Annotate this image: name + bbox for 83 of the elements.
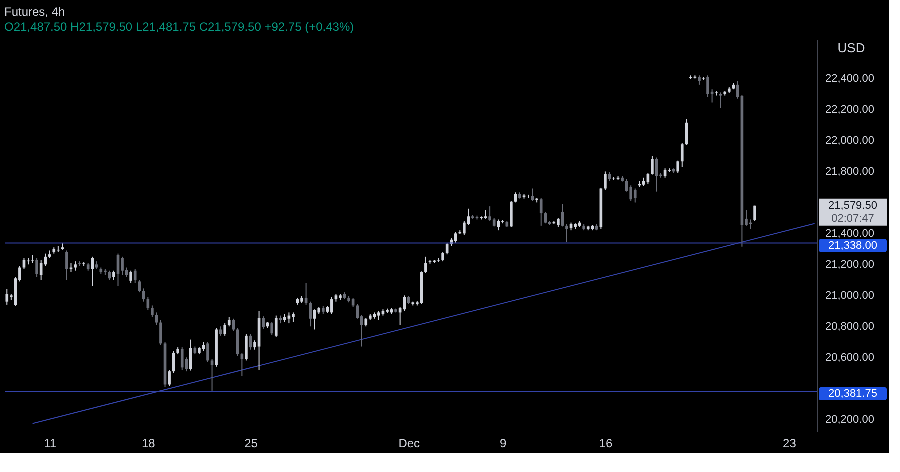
candlestick <box>651 156 654 176</box>
x-tick-label: 18 <box>142 436 156 450</box>
candlestick <box>442 252 444 262</box>
x-tick-label: Dec <box>398 436 420 450</box>
candlestick <box>155 312 158 326</box>
candlestick <box>514 192 518 204</box>
candlestick <box>531 188 534 202</box>
candlestick <box>112 270 116 281</box>
candlestick <box>424 256 428 274</box>
candlestick <box>540 198 543 226</box>
candlestick <box>706 75 710 98</box>
candlestick <box>274 315 278 338</box>
ref-line-label: 21,338.00 <box>828 240 878 252</box>
candlestick <box>36 258 38 278</box>
candlestick <box>454 232 458 244</box>
candlestick <box>121 256 124 276</box>
candlestick <box>497 219 500 232</box>
candlestick <box>206 342 210 363</box>
candlestick <box>6 288 9 306</box>
chart-subtitle: O21,487.50 H21,579.50 L21,481.75 C21,579.50 +92.75 (+0.43%) <box>4 20 354 34</box>
candlestick <box>292 312 295 322</box>
candlestick <box>304 282 308 306</box>
y-tick-label: 21,200.00 <box>826 259 874 272</box>
candlestick <box>245 334 248 362</box>
ref-line-label: 20,381.75 <box>828 388 878 400</box>
candlestick <box>566 224 568 243</box>
candlestick <box>680 142 684 168</box>
candlestick <box>754 205 756 222</box>
text: 02:07:47 <box>832 212 874 225</box>
y-tick-label: 22,000.00 <box>826 135 874 148</box>
candlestick <box>138 280 142 294</box>
candlestick <box>309 301 312 328</box>
candlestick <box>228 316 231 328</box>
candlestick <box>180 347 184 371</box>
y-tick-label: 20,200.00 <box>826 414 874 426</box>
candlestick <box>168 370 171 387</box>
candlestick <box>74 261 77 272</box>
x-tick-label: 16 <box>599 436 613 450</box>
y-axis-title: USD <box>838 40 866 56</box>
text: 21,579.50 <box>828 200 878 212</box>
candlestick <box>232 318 236 332</box>
chart-title: Futures, 4h <box>4 5 66 19</box>
candlestick <box>270 321 274 336</box>
y-tick-label: 21,000.00 <box>826 290 874 302</box>
candlestick <box>22 258 26 270</box>
candlestick <box>676 160 680 174</box>
y-tick-label: 22,400.00 <box>826 73 874 86</box>
candlestick <box>378 310 380 321</box>
y-tick-label: 21,400.00 <box>826 228 874 240</box>
candlestick <box>488 206 492 222</box>
x-tick-label: 9 <box>500 436 508 450</box>
candlestick <box>151 305 154 318</box>
y-tick-label: 21,800.00 <box>826 166 874 178</box>
candlestick <box>160 320 162 346</box>
candlestick <box>313 309 316 330</box>
candlestick <box>634 188 637 204</box>
candlestick <box>224 323 227 336</box>
candlestick <box>142 288 146 302</box>
x-tick-label: 25 <box>244 436 258 450</box>
candlestick <box>719 92 722 109</box>
candlestick <box>262 316 265 330</box>
candlestick <box>134 268 137 284</box>
candlestick <box>130 270 132 284</box>
candlestick <box>698 75 701 86</box>
y-tick-label: 20,600.00 <box>826 352 874 364</box>
candlestick <box>544 211 548 224</box>
x-tick-label: 11 <box>44 436 57 450</box>
x-tick-label: 23 <box>783 436 797 450</box>
candlestick <box>219 326 222 336</box>
candlestick <box>189 339 192 372</box>
candlestick <box>330 296 334 315</box>
candlestick <box>202 342 206 352</box>
candlestick <box>630 185 633 202</box>
candlestick <box>210 358 214 392</box>
y-tick-label: 22,200.00 <box>826 104 874 116</box>
candlestick <box>685 118 688 146</box>
candlestick <box>66 250 68 281</box>
candlestick <box>604 171 607 191</box>
candlestick <box>557 218 560 228</box>
candlestick <box>664 168 667 178</box>
candlestick <box>91 256 94 287</box>
y-tick-label: 20,800.00 <box>826 321 874 334</box>
candlestick <box>403 295 406 312</box>
